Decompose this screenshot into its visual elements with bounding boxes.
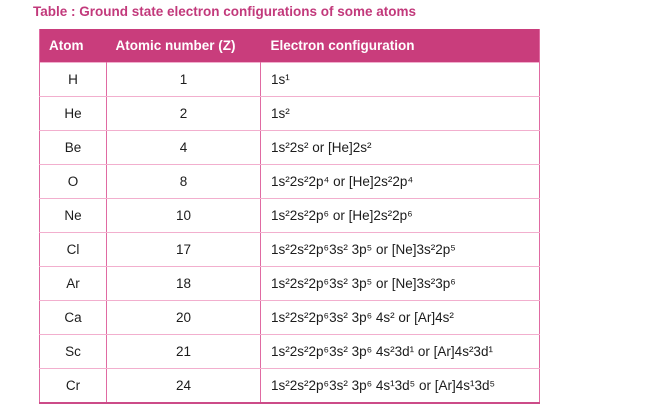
atomic-number-cell: 4 — [106, 130, 261, 165]
atom-symbol-cell: Be — [39, 130, 107, 165]
electron-configuration-cell: 1s²2s²2p⁶3s² 3p⁶ 4s¹3d⁵ or [Ar]4s¹3d⁵ — [260, 368, 540, 404]
table-row: Cl 17 1s²2s²2p⁶3s² 3p⁵ or [Ne]3s²2p⁵ — [39, 232, 540, 267]
atom-symbol-cell: Ne — [39, 198, 107, 233]
electron-configuration-cell: 1s¹ — [260, 62, 540, 97]
atom-symbol-cell: Cl — [39, 232, 107, 267]
table-body: H 1 1s¹ He 2 1s² Be 4 1s²2s² or [He]2s² … — [39, 62, 540, 404]
header-cell-electron-configuration: Electron configuration — [260, 29, 540, 63]
table-row: He 2 1s² — [39, 96, 540, 131]
table-row: Ne 10 1s²2s²2p⁶ or [He]2s²2p⁶ — [39, 198, 540, 233]
header-row: Atom Atomic number (Z) Electron configur… — [39, 29, 540, 63]
electron-configuration-table: Atom Atomic number (Z) Electron configur… — [39, 29, 540, 404]
table-row: Sc 21 1s²2s²2p⁶3s² 3p⁶ 4s²3d¹ or [Ar]4s²… — [39, 334, 540, 369]
atom-symbol-cell: Ca — [39, 300, 107, 335]
table-row: O 8 1s²2s²2p⁴ or [He]2s²2p⁴ — [39, 164, 540, 199]
electron-configuration-cell: 1s²2s²2p⁶3s² 3p⁶ 4s² or [Ar]4s² — [260, 300, 540, 335]
table-row: Cr 24 1s²2s²2p⁶3s² 3p⁶ 4s¹3d⁵ or [Ar]4s¹… — [39, 368, 540, 404]
atom-symbol-cell: He — [39, 96, 107, 131]
atomic-number-cell: 20 — [106, 300, 261, 335]
table-header: Atom Atomic number (Z) Electron configur… — [39, 29, 540, 63]
electron-configuration-cell: 1s² — [260, 96, 540, 131]
header-cell-atom: Atom — [39, 29, 107, 63]
atomic-number-cell: 8 — [106, 164, 261, 199]
table-row: Be 4 1s²2s² or [He]2s² — [39, 130, 540, 165]
atomic-number-cell: 18 — [106, 266, 261, 301]
table-row: Ar 18 1s²2s²2p⁶3s² 3p⁵ or [Ne]3s²3p⁶ — [39, 266, 540, 301]
atom-symbol-cell: O — [39, 164, 107, 199]
table-row: H 1 1s¹ — [39, 62, 540, 97]
electron-configuration-cell: 1s²2s²2p⁴ or [He]2s²2p⁴ — [260, 164, 540, 199]
table-caption: Table : Ground state electron configurat… — [33, 4, 417, 19]
atom-symbol-cell: Ar — [39, 266, 107, 301]
electron-configuration-cell: 1s²2s²2p⁶3s² 3p⁵ or [Ne]3s²2p⁵ — [260, 232, 540, 267]
header-cell-atomic-number: Atomic number (Z) — [106, 29, 261, 63]
table-row: Ca 20 1s²2s²2p⁶3s² 3p⁶ 4s² or [Ar]4s² — [39, 300, 540, 335]
atomic-number-cell: 10 — [106, 198, 261, 233]
electron-configuration-cell: 1s²2s²2p⁶3s² 3p⁵ or [Ne]3s²3p⁶ — [260, 266, 540, 301]
electron-configuration-cell: 1s²2s²2p⁶3s² 3p⁶ 4s²3d¹ or [Ar]4s²3d¹ — [260, 334, 540, 369]
atomic-number-cell: 1 — [106, 62, 261, 97]
atomic-number-cell: 24 — [106, 368, 261, 404]
electron-configuration-cell: 1s²2s² or [He]2s² — [260, 130, 540, 165]
atomic-number-cell: 17 — [106, 232, 261, 267]
electron-configuration-cell: 1s²2s²2p⁶ or [He]2s²2p⁶ — [260, 198, 540, 233]
atomic-number-cell: 2 — [106, 96, 261, 131]
atom-symbol-cell: H — [39, 62, 107, 97]
atom-symbol-cell: Cr — [39, 368, 107, 404]
atom-symbol-cell: Sc — [39, 334, 107, 369]
atomic-number-cell: 21 — [106, 334, 261, 369]
